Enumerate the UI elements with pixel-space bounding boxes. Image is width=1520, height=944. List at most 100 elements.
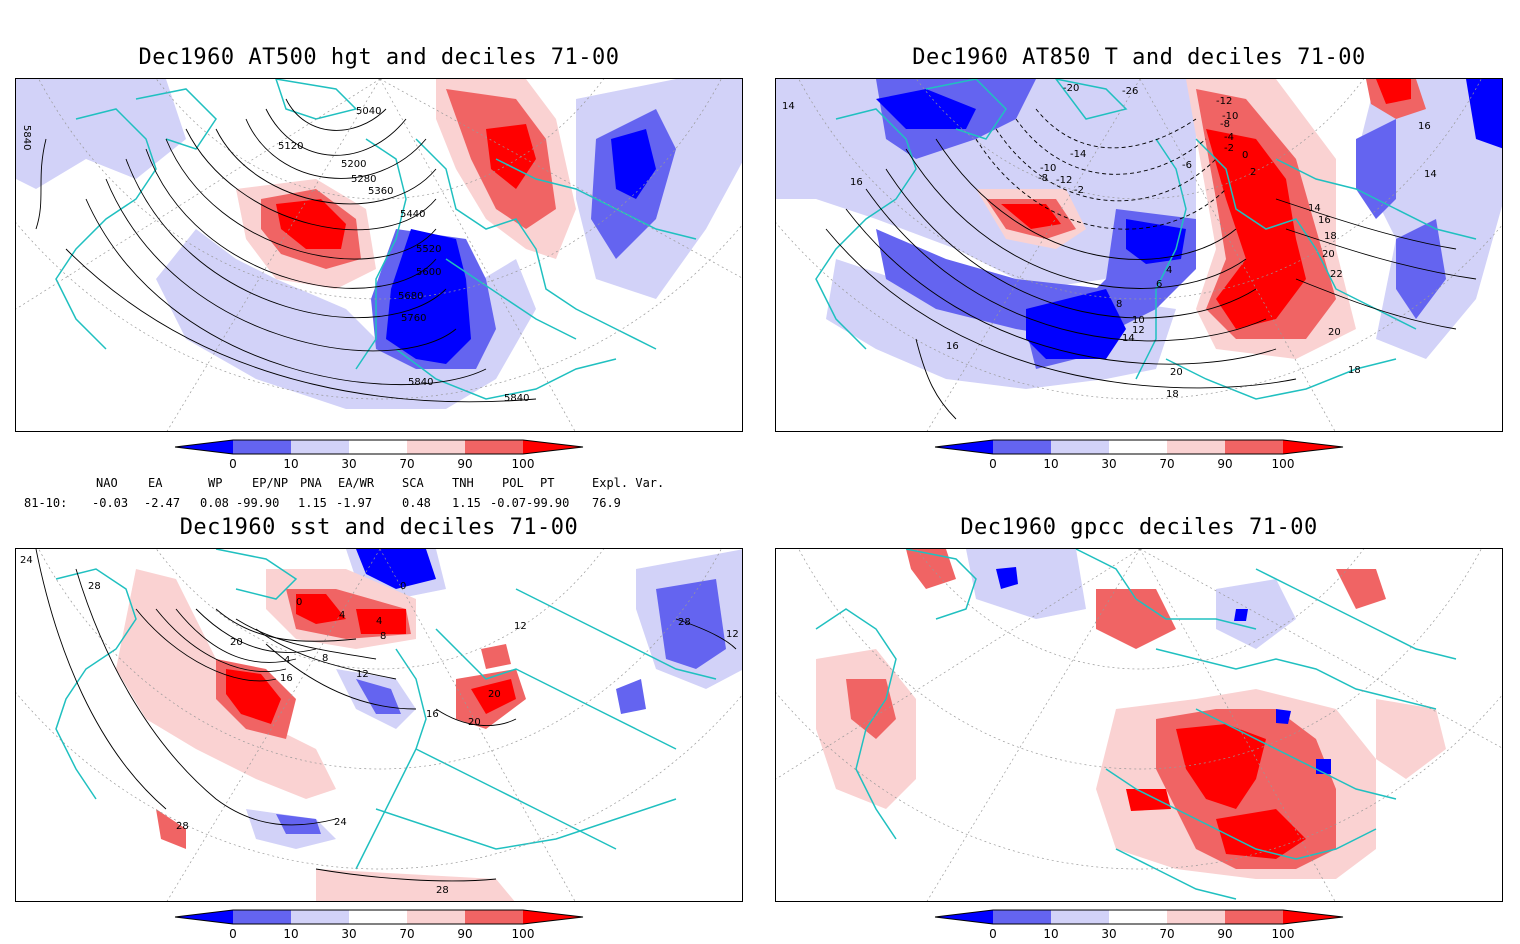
contour-label: 5440	[400, 209, 425, 220]
contour-label: 14	[1424, 169, 1437, 180]
colorbar-swatch	[407, 440, 465, 454]
contour-label: 2	[1250, 167, 1256, 178]
colorbar-arrow-low	[935, 910, 993, 924]
contour-label: -12	[1216, 96, 1232, 107]
decile-shade-very-high	[471, 679, 516, 714]
colorbar-swatch	[233, 440, 291, 454]
index-value: -1.97	[336, 496, 373, 510]
colorbar-outline	[174, 439, 584, 455]
index-header: EP/NP	[252, 476, 289, 490]
contour-label: 16	[280, 673, 293, 684]
map-frame: -20 -26 -12 -10 -8 -4 -2 0 -6 -10 -12 -1…	[775, 78, 1503, 432]
contour-label: 20	[1328, 327, 1341, 338]
contour-label: 5120	[278, 141, 303, 152]
decile-shade-very-high	[1126, 789, 1171, 811]
colorbar-tick: 90	[457, 927, 472, 941]
decile-shade-above	[1376, 699, 1446, 779]
colorbar-tick: 90	[1217, 457, 1232, 471]
contour-label: -20	[1063, 83, 1079, 94]
colorbar-outline	[174, 909, 584, 925]
map-at500-hgt[interactable]: 5040 5120 5200 5280 5360 5440 5520 5600 …	[16, 79, 743, 432]
contour-label: 28	[88, 581, 101, 592]
contour-label: 14	[782, 101, 795, 112]
colorbar-arrow-high	[1283, 910, 1343, 924]
decile-shade-very-low	[876, 89, 976, 129]
colorbar-arrow-low	[935, 440, 993, 454]
contour-label: 18	[1324, 231, 1337, 242]
contour-labels: 5040 5120 5200 5280 5360 5440 5520 5600 …	[21, 106, 529, 404]
index-header: POL	[502, 476, 524, 490]
graticule	[16, 549, 742, 901]
contour-label: 22	[1330, 269, 1343, 280]
colorbar-swatch	[993, 440, 1051, 454]
index-header: SCA	[402, 476, 424, 490]
index-header: PT	[540, 476, 555, 490]
contour-label: 5360	[368, 186, 393, 197]
coastlines	[815, 79, 1477, 400]
colorbar-tick: 0	[229, 927, 237, 941]
colorbar-tick: 100	[512, 927, 535, 941]
contour-label: 5280	[351, 174, 376, 185]
contour-label: 5680	[398, 291, 423, 302]
decile-shade-very-high	[1001, 204, 1061, 229]
colorbar-tick: 30	[1101, 457, 1116, 471]
panel-title: Dec1960 sst and deciles 71-00	[179, 515, 579, 540]
decile-shade-very-low	[1466, 79, 1502, 149]
decile-shade-very-low	[1316, 759, 1331, 774]
colorbar-tick: 0	[989, 927, 997, 941]
colorbar-tick: 70	[399, 457, 414, 471]
decile-shade-high	[481, 644, 511, 669]
contour-label: -2	[1074, 185, 1084, 196]
map-frame: 24 28 0 0 4 4 8 12 4 8 20 16 12 16 20 20…	[15, 548, 743, 902]
colorbar-tick: 30	[1101, 927, 1116, 941]
contour-label: 4	[376, 616, 382, 627]
colorbar-tick: 90	[457, 457, 472, 471]
decile-shade-low	[1356, 119, 1396, 219]
index-value: -99.90	[526, 496, 570, 510]
index-value: 1.15	[298, 496, 327, 510]
contour-label: 5840	[504, 393, 529, 404]
contour-label: 28	[176, 821, 189, 832]
map-sst[interactable]: 24 28 0 0 4 4 8 12 4 8 20 16 12 16 20 20…	[16, 549, 743, 902]
contour-label: 12	[1132, 325, 1145, 336]
index-header: WP	[208, 476, 223, 490]
decile-shade-very-low	[356, 549, 436, 589]
index-header: NAO	[96, 476, 118, 490]
colorbar-swatch	[349, 910, 407, 924]
index-header: EA	[148, 476, 163, 490]
colorbar-tick: 70	[1159, 457, 1174, 471]
index-value: 76.9	[592, 496, 621, 510]
colorbar-swatch	[1051, 440, 1109, 454]
index-value: 0.08	[200, 496, 229, 510]
colorbar-tick: 70	[1159, 927, 1174, 941]
index-header: PNA	[300, 476, 322, 490]
colorbar-outline	[934, 439, 1344, 455]
colorbar-swatches: 0 10 30 70 90 100	[934, 439, 1344, 471]
contour-label: 5520	[416, 244, 441, 255]
coastlines	[815, 549, 1457, 900]
index-value: 0.48	[402, 496, 431, 510]
colorbar-swatch	[291, 440, 349, 454]
coastlines	[55, 79, 697, 400]
index-row-label: 81-10:	[24, 496, 68, 510]
index-value: 1.15	[452, 496, 481, 510]
colorbar-swatch	[349, 440, 407, 454]
colorbar-tick: 90	[1217, 927, 1232, 941]
index-header: EA/WR	[338, 476, 375, 490]
map-gpcc[interactable]	[776, 549, 1503, 902]
index-value: -99.90	[236, 496, 280, 510]
contour-label: -2	[1224, 143, 1234, 154]
contour-label: -12	[1056, 175, 1072, 186]
colorbar-tick: 10	[1043, 927, 1058, 941]
contour-label: 20	[1322, 249, 1335, 260]
contour-label: -8	[1038, 173, 1048, 184]
contour-label: -10	[1222, 111, 1238, 122]
colorbar-tick: 30	[341, 927, 356, 941]
decile-shade-high	[846, 679, 896, 739]
contour-label: 0	[296, 597, 302, 608]
map-at850-t[interactable]: -20 -26 -12 -10 -8 -4 -2 0 -6 -10 -12 -1…	[776, 79, 1503, 432]
colorbar-swatch	[465, 440, 523, 454]
contour-label: -14	[1070, 149, 1086, 160]
contour-label: 14	[1308, 203, 1321, 214]
colorbar: 0 10 30 70 90 100	[934, 909, 1347, 944]
